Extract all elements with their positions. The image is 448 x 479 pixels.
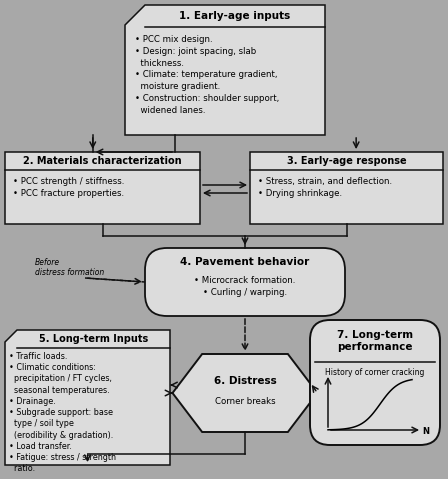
Text: 3. Early-age response: 3. Early-age response xyxy=(287,156,406,166)
Text: 1. Early-age inputs: 1. Early-age inputs xyxy=(179,11,291,21)
Text: • Traffic loads.
• Climatic conditions:
  precipitation / FT cycles,
  seasonal : • Traffic loads. • Climatic conditions: … xyxy=(9,352,116,473)
Text: • Stress, strain, and deflection.
• Drying shrinkage.: • Stress, strain, and deflection. • Dryi… xyxy=(258,177,392,198)
Text: 7. Long-term
performance: 7. Long-term performance xyxy=(337,330,413,352)
Text: History of corner cracking: History of corner cracking xyxy=(325,368,425,377)
Bar xyxy=(5,152,200,224)
Text: • PCC mix design.
• Design: joint spacing, slab
  thickness.
• Climate: temperat: • PCC mix design. • Design: joint spacin… xyxy=(135,35,279,115)
Text: 4. Pavement behavior: 4. Pavement behavior xyxy=(181,257,310,267)
Text: 2. Materials characterization: 2. Materials characterization xyxy=(23,156,182,166)
Polygon shape xyxy=(125,5,325,135)
Text: 6. Distress: 6. Distress xyxy=(214,376,276,386)
FancyBboxPatch shape xyxy=(145,248,345,316)
FancyBboxPatch shape xyxy=(310,320,440,445)
Text: Before
distress formation: Before distress formation xyxy=(35,258,104,277)
Bar xyxy=(250,152,443,224)
Text: Corner breaks: Corner breaks xyxy=(215,397,276,406)
Text: 5. Long-term Inputs: 5. Long-term Inputs xyxy=(39,334,148,344)
Polygon shape xyxy=(172,354,318,432)
Polygon shape xyxy=(5,330,170,465)
Text: • Microcrack formation.
• Curling / warping.: • Microcrack formation. • Curling / warp… xyxy=(194,276,296,297)
Text: N: N xyxy=(422,426,430,435)
Text: • PCC strength / stiffness.
• PCC fracture properties.: • PCC strength / stiffness. • PCC fractu… xyxy=(13,177,125,198)
